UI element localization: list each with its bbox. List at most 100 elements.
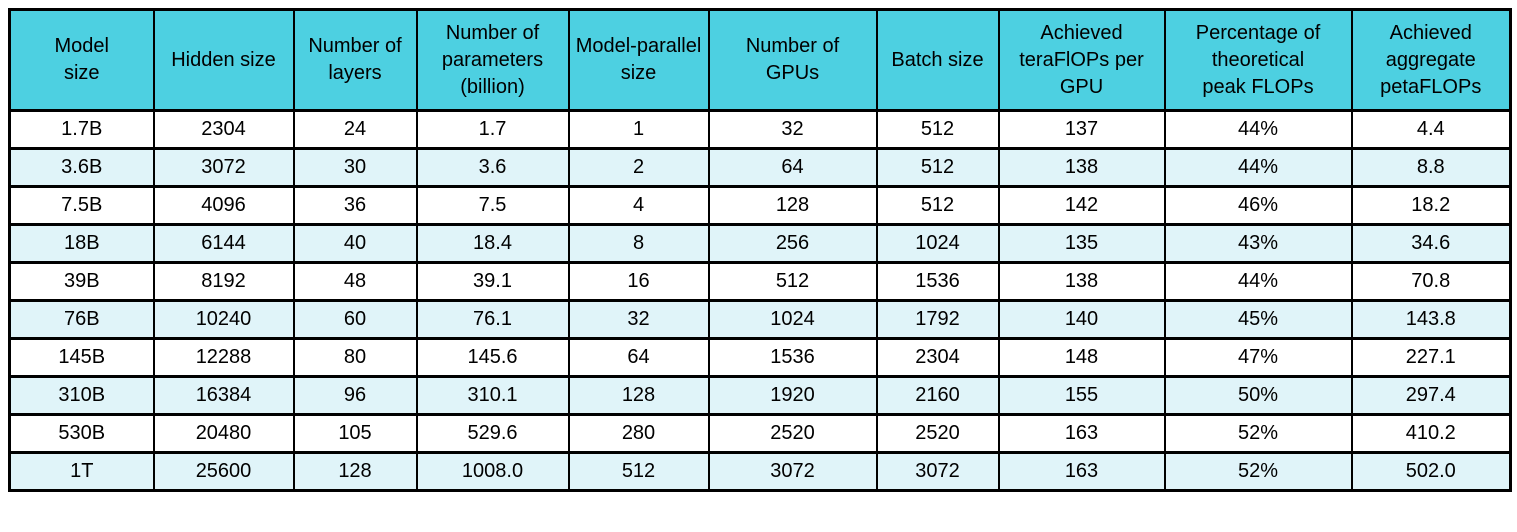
table-cell: 105: [292, 413, 418, 454]
table-cell: 145.6: [415, 337, 570, 378]
table-cell: 48: [292, 261, 418, 302]
table-cell: 143.8: [1350, 299, 1512, 340]
table-cell: 1024: [875, 223, 1000, 264]
table-cell: 310B: [8, 375, 155, 416]
table-cell: 12288: [152, 337, 295, 378]
table-row: 18B 6144 40 18.4 8 256 1024 135 43% 34.6: [8, 223, 1512, 264]
table-cell: 4.4: [1350, 109, 1512, 150]
table-cell: 18.2: [1350, 185, 1512, 226]
table-cell: 280: [567, 413, 710, 454]
table-cell: 163: [997, 451, 1166, 492]
table-cell: 142: [997, 185, 1166, 226]
table-cell: 70.8: [1350, 261, 1512, 302]
table-row: 1.7B 2304 24 1.7 1 32 512 137 44% 4.4: [8, 109, 1512, 150]
table-cell: 7.5B: [8, 185, 155, 226]
column-header-hidden-size: Hidden size: [152, 8, 295, 112]
model-scaling-table: Model size Hidden size Number of layers …: [8, 8, 1512, 492]
column-header-model-parallel-size: Model-parallel size: [567, 8, 710, 112]
table-cell: 3072: [152, 147, 295, 188]
table-cell: 1: [567, 109, 710, 150]
table-cell: 512: [707, 261, 878, 302]
table-cell: 155: [997, 375, 1166, 416]
table-cell: 128: [567, 375, 710, 416]
table-row: 530B 20480 105 529.6 280 2520 2520 163 52% 410.2: [8, 413, 1512, 454]
table-row: 1T 25600 128 1008.0 512 3072 3072 163 52% 502.0: [8, 451, 1512, 492]
column-header-num-parameters: Number of parameters (billion): [415, 8, 570, 112]
table-cell: 3.6: [415, 147, 570, 188]
table-cell: 502.0: [1350, 451, 1512, 492]
table-row: 310B 16384 96 310.1 128 1920 2160 155 50% 297.4: [8, 375, 1512, 416]
table-cell: 34.6: [1350, 223, 1512, 264]
table-cell: 8: [567, 223, 710, 264]
table-cell: 227.1: [1350, 337, 1512, 378]
table-cell: 60: [292, 299, 418, 340]
table-cell: 2160: [875, 375, 1000, 416]
column-header-peak-flops-pct: Percentage of theoretical peak FLOPs: [1163, 8, 1353, 112]
table-row: 145B 12288 80 145.6 64 1536 2304 148 47% 227.1: [8, 337, 1512, 378]
table-cell: 20480: [152, 413, 295, 454]
table-cell: 1024: [707, 299, 878, 340]
table-cell: 148: [997, 337, 1166, 378]
table-cell: 4: [567, 185, 710, 226]
table-cell: 8.8: [1350, 147, 1512, 188]
column-header-aggregate-petaflops: Achieved aggregate petaFLOPs: [1350, 8, 1512, 112]
table-cell: 1T: [8, 451, 155, 492]
table-row: 3.6B 3072 30 3.6 2 64 512 138 44% 8.8: [8, 147, 1512, 188]
table-cell: 44%: [1163, 109, 1353, 150]
table-cell: 529.6: [415, 413, 570, 454]
column-header-model-size: Model size: [8, 8, 155, 112]
table-cell: 128: [707, 185, 878, 226]
table-cell: 140: [997, 299, 1166, 340]
table-cell: 410.2: [1350, 413, 1512, 454]
table-cell: 32: [707, 109, 878, 150]
table-cell: 3072: [707, 451, 878, 492]
table-cell: 44%: [1163, 261, 1353, 302]
table-cell: 2520: [707, 413, 878, 454]
table-cell: 45%: [1163, 299, 1353, 340]
table-cell: 128: [292, 451, 418, 492]
table-cell: 3072: [875, 451, 1000, 492]
table-cell: 512: [875, 109, 1000, 150]
table-cell: 145B: [8, 337, 155, 378]
column-header-num-layers: Number of layers: [292, 8, 418, 112]
column-header-teraflops-per-gpu: Achieved teraFlOPs per GPU: [997, 8, 1166, 112]
table-cell: 64: [707, 147, 878, 188]
table-cell: 6144: [152, 223, 295, 264]
table-cell: 16: [567, 261, 710, 302]
table-cell: 32: [567, 299, 710, 340]
table-cell: 1536: [707, 337, 878, 378]
table-cell: 80: [292, 337, 418, 378]
table-cell: 4096: [152, 185, 295, 226]
table-cell: 8192: [152, 261, 295, 302]
table-cell: 297.4: [1350, 375, 1512, 416]
table-cell: 30: [292, 147, 418, 188]
table-cell: 1.7: [415, 109, 570, 150]
table-cell: 1.7B: [8, 109, 155, 150]
table-cell: 3.6B: [8, 147, 155, 188]
table-row: 7.5B 4096 36 7.5 4 128 512 142 46% 18.2: [8, 185, 1512, 226]
table-cell: 2304: [875, 337, 1000, 378]
table-cell: 18.4: [415, 223, 570, 264]
table-cell: 530B: [8, 413, 155, 454]
table-cell: 2304: [152, 109, 295, 150]
table-body: 1.7B 2304 24 1.7 1 32 512 137 44% 4.4 3.6B 3072 30 3.…: [8, 109, 1512, 492]
table-cell: 36: [292, 185, 418, 226]
table-cell: 24: [292, 109, 418, 150]
table-cell: 18B: [8, 223, 155, 264]
table-cell: 52%: [1163, 413, 1353, 454]
table-cell: 39.1: [415, 261, 570, 302]
table-cell: 52%: [1163, 451, 1353, 492]
table-cell: 40: [292, 223, 418, 264]
table-cell: 1792: [875, 299, 1000, 340]
table-cell: 76.1: [415, 299, 570, 340]
column-header-num-gpus: Number of GPUs: [707, 8, 878, 112]
column-header-batch-size: Batch size: [875, 8, 1000, 112]
table-cell: 25600: [152, 451, 295, 492]
table-cell: 50%: [1163, 375, 1353, 416]
table-cell: 64: [567, 337, 710, 378]
table-cell: 512: [875, 147, 1000, 188]
table-cell: 163: [997, 413, 1166, 454]
table-row: 76B 10240 60 76.1 32 1024 1792 140 45% 143.8: [8, 299, 1512, 340]
table-cell: 138: [997, 261, 1166, 302]
